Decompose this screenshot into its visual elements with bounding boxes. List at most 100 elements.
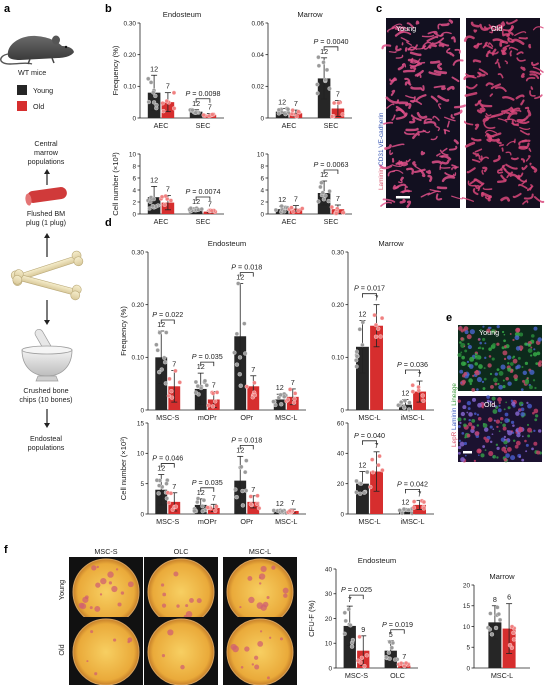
cell-spot bbox=[500, 421, 503, 424]
n-label: 12 bbox=[157, 320, 165, 329]
vessel-segment bbox=[521, 179, 528, 185]
y-tick-label: 4 bbox=[260, 187, 264, 194]
vessel-segment bbox=[511, 38, 525, 45]
flushed-label-2: plug (1 plug) bbox=[26, 218, 66, 227]
x-tick-label: iMSC-L bbox=[401, 413, 425, 422]
cell-spot bbox=[509, 362, 514, 366]
point-young bbox=[401, 404, 407, 410]
colony bbox=[115, 568, 119, 571]
cell-spot bbox=[462, 328, 466, 332]
vessel-segment bbox=[472, 152, 480, 156]
point-old bbox=[169, 395, 175, 400]
cell-spot bbox=[527, 348, 533, 353]
point-old bbox=[213, 399, 218, 404]
point-young bbox=[195, 496, 201, 501]
cell-spot bbox=[464, 349, 468, 353]
cell-spot bbox=[478, 346, 482, 350]
vessel-segment bbox=[474, 184, 481, 192]
point-young bbox=[201, 498, 207, 503]
y-tick-label: 8 bbox=[260, 163, 264, 170]
point-young bbox=[326, 198, 331, 204]
point-young bbox=[237, 372, 242, 377]
cell-spot bbox=[503, 457, 508, 462]
vessel-segment bbox=[463, 74, 475, 81]
y-tick-label: 0.30 bbox=[332, 249, 345, 256]
vessel-segment bbox=[503, 168, 514, 175]
cell-spot bbox=[496, 425, 499, 429]
n-label: 12 bbox=[197, 362, 205, 371]
point-old bbox=[362, 664, 367, 669]
vessel-segment bbox=[528, 147, 532, 152]
cell-spot bbox=[483, 367, 486, 370]
point-old bbox=[410, 389, 416, 394]
cell-spot bbox=[468, 364, 474, 369]
vessel-segment bbox=[406, 22, 415, 29]
cell-spot bbox=[468, 412, 473, 417]
point-young bbox=[354, 354, 360, 359]
point-young bbox=[198, 385, 204, 391]
chart-d-count-endosteum: 0 5 10 15 Cell number (×10³) MSC-S 12 7 mOPr 12 7 O… bbox=[119, 420, 306, 526]
x-tick-label: AEC bbox=[154, 121, 169, 130]
x-tick-label: SEC bbox=[196, 217, 211, 226]
vessel-segment bbox=[386, 103, 395, 109]
cell-spot bbox=[503, 357, 507, 361]
channel-laminin-e: Laminin bbox=[451, 407, 458, 430]
culture-dish bbox=[147, 618, 215, 685]
vessel-segment bbox=[414, 69, 424, 77]
cell-spot bbox=[526, 401, 529, 405]
vessel-segment bbox=[422, 129, 431, 134]
cell-spot bbox=[526, 423, 530, 427]
point-young bbox=[150, 203, 155, 209]
cell-spot bbox=[487, 417, 493, 422]
vessel-segment bbox=[432, 115, 440, 121]
point-young bbox=[493, 625, 499, 631]
point-old bbox=[372, 312, 377, 318]
point-young bbox=[285, 107, 291, 112]
point-young bbox=[282, 209, 287, 214]
point-old bbox=[160, 101, 165, 106]
vessel-segment bbox=[453, 109, 463, 116]
point-young bbox=[406, 407, 412, 412]
y-axis-label: Cell number (×10³) bbox=[111, 152, 120, 216]
cell-spot bbox=[505, 445, 508, 447]
cell-spot bbox=[514, 335, 520, 341]
cell-spot bbox=[457, 417, 462, 422]
point-old bbox=[340, 112, 345, 117]
colony bbox=[260, 565, 267, 573]
point-young bbox=[497, 617, 503, 623]
point-young bbox=[151, 100, 157, 105]
vessel-segment bbox=[404, 185, 408, 191]
y-tick-label: 2 bbox=[132, 199, 136, 206]
y-tick-label: 0 bbox=[340, 511, 344, 518]
point-young bbox=[401, 507, 407, 512]
channel-cd31: CD31 bbox=[378, 149, 385, 166]
point-old bbox=[205, 505, 210, 510]
vessel-segment bbox=[405, 95, 415, 99]
point-young bbox=[386, 650, 391, 655]
y-tick-label: 0.02 bbox=[252, 84, 265, 91]
point-young bbox=[495, 605, 500, 610]
colony bbox=[251, 663, 255, 666]
chart-b-count-marrow: 0 2 4 6 8 10 AEC 12 7 SEC 12 7 P = 0.0063 bbox=[257, 151, 352, 226]
cell-spot bbox=[496, 342, 500, 346]
bar-old bbox=[370, 325, 383, 410]
n-label: 7 bbox=[251, 365, 255, 374]
chart-title: Endosteum bbox=[358, 556, 396, 565]
point-young bbox=[315, 82, 320, 87]
vessel-segment bbox=[405, 158, 411, 163]
n-label: 7 bbox=[172, 482, 176, 491]
vessel-segment bbox=[518, 142, 530, 150]
cell-spot bbox=[520, 388, 524, 392]
vessel-segment bbox=[518, 139, 527, 146]
x-tick-label: MSC-L bbox=[358, 413, 380, 422]
vessel-segment bbox=[502, 96, 515, 101]
colony bbox=[239, 605, 242, 609]
vessel-segment bbox=[446, 85, 455, 91]
point-old bbox=[248, 494, 253, 499]
point-old bbox=[403, 660, 409, 666]
y-tick-label: 0 bbox=[340, 407, 344, 414]
significance-bracket bbox=[405, 488, 420, 494]
vessel-segment bbox=[406, 167, 415, 175]
colony bbox=[271, 565, 276, 570]
